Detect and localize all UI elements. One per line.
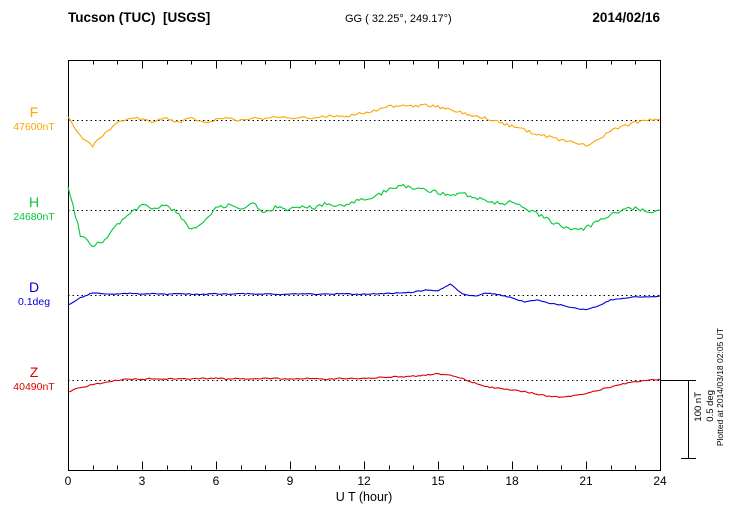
- x-tick-label: 21: [579, 474, 593, 488]
- trace-label-Z: Z 40490nT: [4, 365, 64, 394]
- x-tick-label: 18: [505, 474, 519, 488]
- x-axis-title: U T (hour): [335, 490, 393, 504]
- x-tick-label: 12: [357, 474, 371, 488]
- axis-frame: [68, 60, 661, 471]
- trace-letter-Z: Z: [29, 364, 39, 380]
- station-title: Tucson (TUC) [USGS]: [68, 10, 211, 25]
- plotted-timestamp: Plotted at 2014/03/18 02:05 UT: [715, 328, 725, 447]
- geo-coordinates: GG ( 32.25°, 249.17°): [345, 13, 452, 25]
- x-tick-label: 15: [431, 474, 445, 488]
- x-tick-label: 0: [64, 474, 72, 488]
- trace-label-D: D 0.1deg: [4, 280, 64, 309]
- trace-baseline-value-F: 47600nT: [13, 121, 55, 133]
- trace-F: [67, 103, 661, 148]
- trace-letter-F: F: [29, 104, 39, 120]
- trace-label-F: F 47600nT: [4, 105, 64, 134]
- trace-baseline-value-Z: 40490nT: [13, 381, 55, 393]
- trace-Z: [67, 372, 661, 398]
- x-tick-label: 6: [212, 474, 220, 488]
- trace-letter-H: H: [28, 194, 40, 210]
- trace-baseline-value-D: 0.1deg: [17, 296, 51, 308]
- trace-letter-D: D: [28, 279, 40, 295]
- trace-label-H: H 24680nT: [4, 195, 64, 224]
- trace-H: [67, 183, 661, 248]
- trace-baseline-value-H: 24680nT: [13, 211, 55, 223]
- scale-bar-nt-label: 100 nT: [693, 392, 704, 422]
- x-tick-label: 3: [138, 474, 146, 488]
- x-tick-label: 9: [286, 474, 294, 488]
- x-tick-label: 24: [653, 474, 667, 488]
- trace-D: [67, 283, 661, 311]
- plot-date: 2014/02/16: [592, 10, 660, 25]
